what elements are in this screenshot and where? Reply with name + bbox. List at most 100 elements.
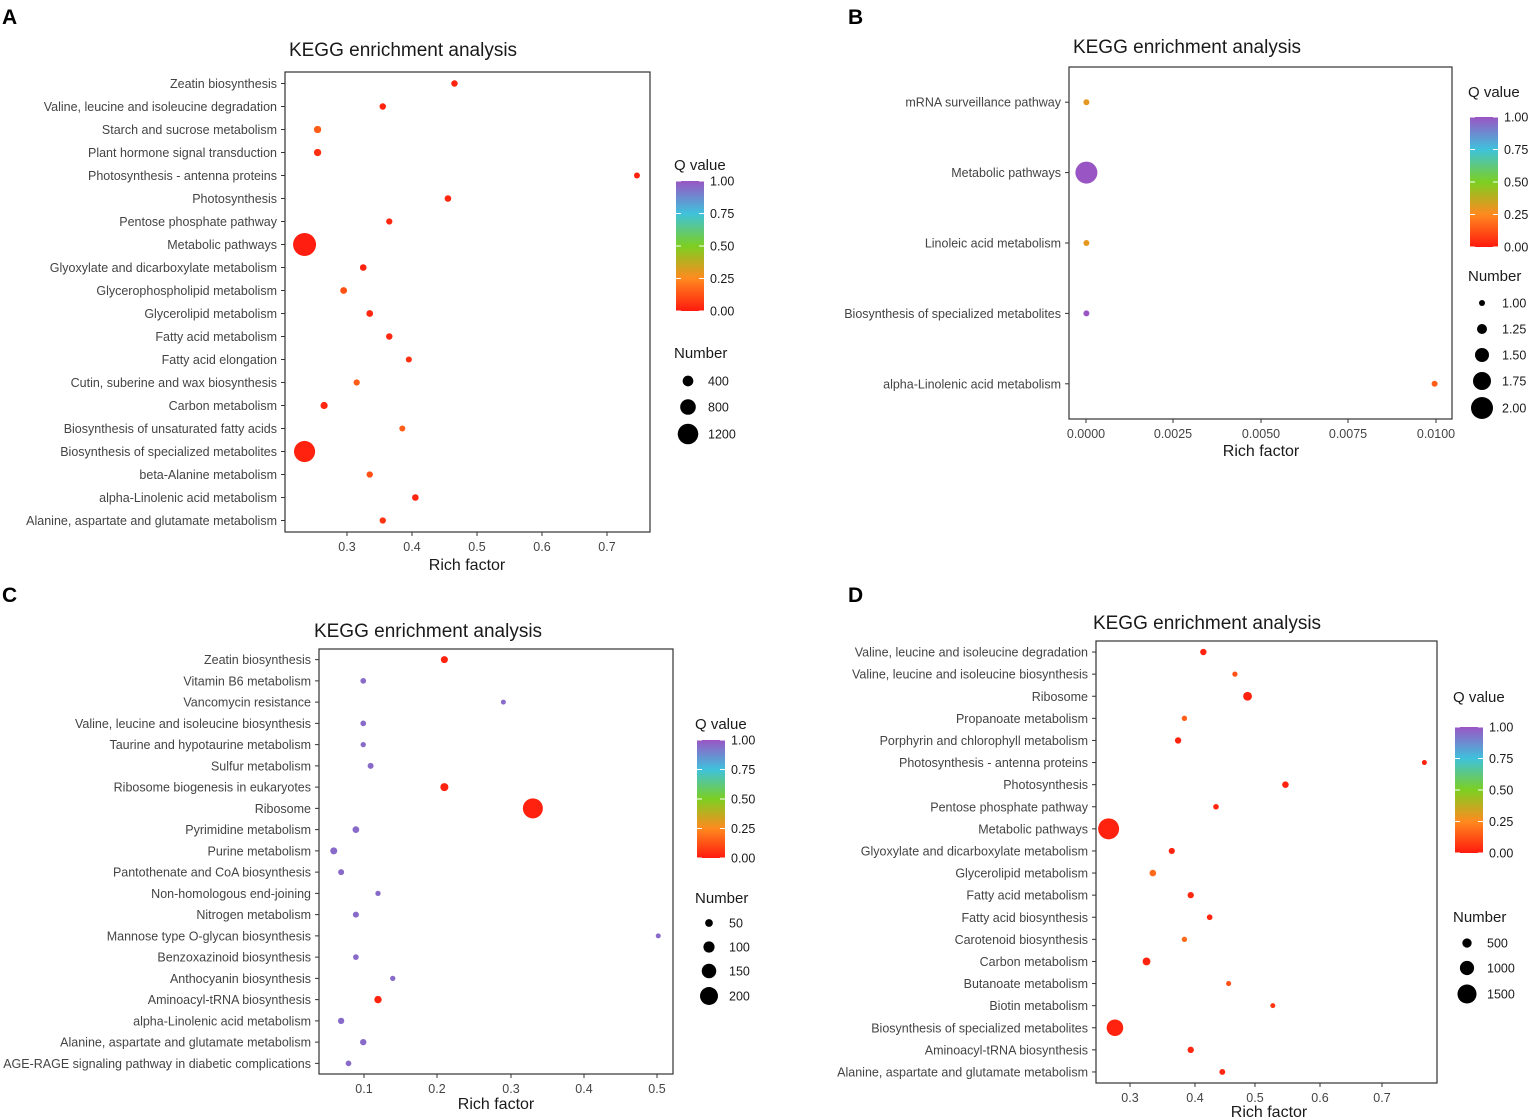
data-point (1083, 240, 1090, 246)
y-category-label: Fatty acid elongation (162, 353, 277, 367)
y-category-label: Valine, leucine and isoleucine biosynthe… (852, 668, 1088, 682)
data-point (379, 103, 387, 110)
y-category-label: Aminoacyl-tRNA biosynthesis (148, 993, 311, 1007)
size-legend-label: 400 (708, 375, 729, 389)
data-point (386, 333, 393, 340)
x-tick-label: 0.0075 (1329, 427, 1367, 441)
colorbar-tick-label: 0.25 (710, 272, 734, 286)
x-axis-label: Rich factor (458, 1096, 535, 1113)
y-category-label: Photosynthesis (192, 192, 277, 206)
y-category-label: Glyoxylate and dicarboxylate metabolism (861, 844, 1088, 858)
data-point (293, 233, 317, 256)
data-point (440, 783, 449, 792)
x-tick-label: 0.7 (1373, 1091, 1390, 1105)
y-category-label: Pantothenate and CoA biosynthesis (113, 866, 311, 880)
x-tick-label: 0.4 (575, 1082, 592, 1096)
data-point (633, 172, 640, 179)
size-legend-dot (677, 423, 699, 445)
y-category-label: Carbon metabolism (169, 399, 277, 413)
size-legend-label: 1.00 (1502, 297, 1526, 311)
size-legend-dot (682, 375, 694, 387)
y-category-label: Biosynthesis of specialized metabolites (871, 1021, 1088, 1035)
data-point (360, 678, 367, 684)
size-legend-label: 100 (729, 941, 750, 955)
data-point (352, 911, 359, 918)
data-point (522, 798, 543, 819)
data-point (451, 80, 458, 87)
colorbar-tick-label: 1.00 (1489, 721, 1513, 735)
y-category-label: Vancomycin resistance (183, 696, 311, 710)
panel-letter: A (2, 6, 17, 29)
x-tick-label: 0.1 (355, 1082, 372, 1096)
y-category-label: Metabolic pathways (978, 822, 1088, 836)
data-point (360, 741, 366, 748)
size-legend-dot (1477, 324, 1487, 334)
x-tick-label: 0.4 (1186, 1091, 1203, 1105)
y-category-label: Non-homologous end-joining (151, 887, 311, 901)
y-category-label: Plant hormone signal transduction (88, 146, 277, 160)
y-category-label: Fatty acid biosynthesis (962, 911, 1088, 925)
y-category-label: Pentose phosphate pathway (119, 215, 278, 229)
colorbar-tick-label: 0.50 (710, 240, 734, 254)
y-category-label: Linoleic acid metabolism (925, 237, 1061, 251)
y-category-label: Sulfur metabolism (211, 759, 311, 773)
y-category-label: Purine metabolism (207, 844, 311, 858)
data-point (1083, 310, 1090, 317)
data-point (1174, 737, 1182, 744)
x-axis-label: Rich factor (429, 557, 506, 574)
data-point (320, 401, 328, 410)
data-point (1098, 818, 1120, 840)
colorbar-tick-label: 0.00 (1489, 847, 1513, 861)
colorbar-tick-label: 0.75 (1489, 752, 1513, 766)
size-legend-label: 1200 (708, 428, 736, 442)
y-category-label: Ribosome (1032, 690, 1088, 704)
y-category-label: Metabolic pathways (951, 166, 1061, 180)
size-legend-label: 1.75 (1502, 375, 1526, 389)
data-point (1232, 671, 1238, 677)
x-tick-label: 0.0000 (1067, 427, 1105, 441)
data-point (399, 425, 406, 432)
chart-title: KEGG enrichment analysis (1073, 37, 1301, 58)
q-value-legend-title: Q value (1453, 689, 1505, 706)
panel-letter: C (2, 584, 17, 607)
panel-letter: D (848, 584, 863, 607)
size-legend-label: 1.50 (1502, 349, 1526, 363)
data-point (1181, 715, 1188, 722)
x-tick-label: 0.0025 (1154, 427, 1192, 441)
panel-a: A KEGG enrichment analysis Zeatin biosynth… (2, 6, 736, 574)
x-tick-label: 0.3 (1121, 1091, 1138, 1105)
number-legend-title: Number (695, 890, 748, 907)
data-point (412, 494, 419, 501)
size-legend-label: 2.00 (1502, 402, 1526, 416)
data-point (1421, 760, 1427, 766)
chart-title: KEGG enrichment analysis (314, 621, 542, 642)
data-point (338, 869, 345, 876)
size-legend-dot (703, 941, 715, 953)
plot-panel-border (1095, 640, 1438, 1084)
y-category-label: alpha-Linolenic acid metabolism (133, 1014, 311, 1028)
colorbar-tick-label: 0.00 (731, 852, 755, 866)
data-point (1187, 1046, 1194, 1054)
data-point (386, 218, 393, 225)
data-point (1219, 1069, 1226, 1075)
data-point (340, 287, 348, 294)
plot-panel-border (284, 71, 651, 533)
y-category-label: Biosynthesis of specialized metabolites (60, 445, 277, 459)
y-category-label: Glycerophospholipid metabolism (96, 284, 277, 298)
size-legend-dot (1473, 372, 1491, 390)
data-point (1243, 691, 1252, 701)
y-category-label: Cutin, suberine and wax biosynthesis (71, 376, 277, 390)
colorbar-tick-label: 0.75 (731, 763, 755, 777)
colorbar-tick-label: 0.50 (1504, 176, 1528, 190)
data-point (1200, 648, 1207, 656)
data-point (500, 699, 506, 705)
y-category-label: Anthocyanin biosynthesis (170, 972, 311, 986)
y-category-label: Alanine, aspartate and glutamate metabol… (837, 1065, 1088, 1079)
data-point (444, 195, 452, 202)
size-legend-dot (1471, 397, 1493, 419)
size-legend-label: 50 (729, 917, 743, 931)
y-category-label: alpha-Linolenic acid metabolism (99, 491, 277, 505)
panel-d: D KEGG enrichment analysis Valine, leucine… (837, 584, 1515, 1119)
y-category-label: Glycerolipid metabolism (144, 307, 277, 321)
